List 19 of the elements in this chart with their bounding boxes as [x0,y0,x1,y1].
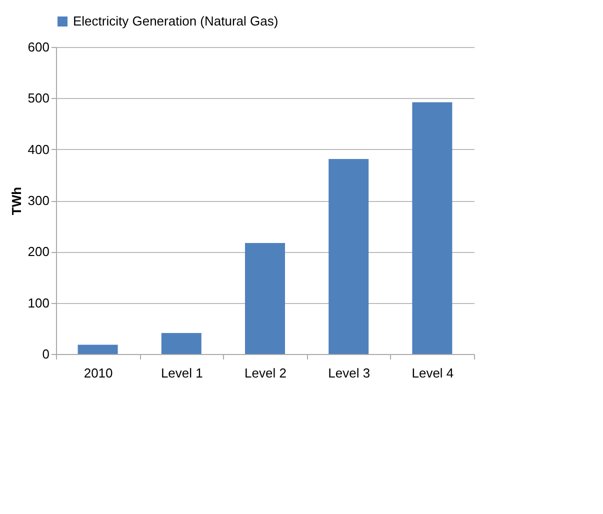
bar [328,159,369,354]
bar [412,102,452,354]
x-tick-label: Level 4 [412,366,454,380]
x-tick-label: Level 3 [328,366,370,380]
y-tick-label: 600 [28,40,50,54]
bar [245,242,285,354]
bar [78,344,118,354]
y-tick-label: 200 [28,244,50,260]
legend-label: Electricity Generation (Natural Gas) [73,14,278,28]
y-tick-label: 300 [28,193,50,208]
y-tick-label: 0 [42,346,50,362]
y-axis-title: TWh [8,186,24,216]
x-tick-label: Level 2 [244,366,286,380]
bar [161,333,202,354]
y-tick-label: 500 [28,90,50,106]
x-tick-label: 2010 [84,366,113,380]
y-tick-label: 100 [28,295,50,310]
x-tick-label: Level 1 [160,366,203,380]
y-tick-label: 400 [28,142,50,157]
